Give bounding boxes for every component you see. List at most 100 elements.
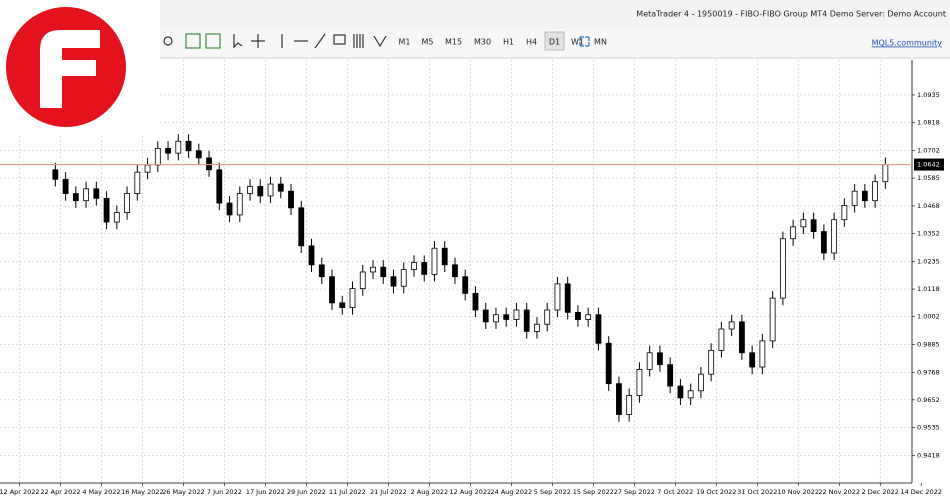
x-tick-label: 22 Apr 2022 [40,488,80,496]
candle-body [308,245,315,266]
y-tick-label: 1.0352 [917,229,940,237]
y-tick-label: 0.9535 [917,424,940,432]
zoom-icon[interactable] [163,36,173,46]
candle-body [564,283,571,313]
y-tick-label: 1.0702 [917,146,940,154]
candle-body [318,264,325,278]
x-tick-label: 16 May 2022 [121,488,163,496]
candle-body [677,385,684,399]
candle-body [380,266,387,278]
candle-body [62,178,69,194]
y-tick-label: 0.9652 [917,396,940,404]
candle-body [544,309,551,325]
y-tick-label: 1.0818 [917,119,940,127]
indicator-icon[interactable] [373,35,387,48]
timeframe-button[interactable]: M15 [445,38,462,47]
candle-body [93,188,100,199]
timeframe-button[interactable]: MN [594,38,607,47]
x-tick-label: 12 Aug 2022 [450,488,492,496]
x-tick-label: 24 Aug 2022 [491,488,533,496]
candle-body [175,140,182,154]
candle-body [769,297,776,342]
candle-body [585,314,592,320]
candle-body [124,193,130,213]
y-tick-label: 1.0468 [917,202,940,210]
x-tick-label: 7 Jun 2022 [207,488,242,496]
timeframe-button[interactable]: M30 [474,38,491,47]
candle-body [421,262,428,275]
timeframe-button[interactable]: D1 [549,38,560,47]
candle-body [298,207,305,247]
candle-body [411,262,417,270]
candle-body [718,328,725,351]
x-tick-label: 15 Sep 2022 [573,488,614,496]
candle-body [216,169,223,204]
bid-label: 1.0642 [917,161,940,169]
candle-body [83,188,89,202]
candle-body [288,190,294,209]
x-tick-label: 29 Jun 2022 [287,488,326,496]
candle-body [554,283,561,311]
x-tick-label: 31 Oct 2022 [737,488,777,496]
candle-body [626,395,633,415]
candle-body [400,269,407,287]
cursor-icon[interactable] [233,34,243,49]
candle-body [861,190,868,202]
x-tick-label: 14 Dec 2022 [900,488,942,496]
text-icon[interactable] [333,34,346,45]
candle-body [370,266,376,273]
mql5-link[interactable]: MQL5.community [872,39,943,48]
candle-body [165,148,171,154]
timeframe-active [544,31,565,51]
timeframe-button[interactable]: M1 [399,38,411,47]
x-tick-label: 10 Nov 2022 [777,488,819,496]
candle-body [728,321,735,330]
candle-body [851,190,858,206]
trendline-icon[interactable] [314,33,326,49]
candle-body [872,181,879,202]
candle-body [359,271,366,290]
candle-body [103,197,110,223]
candle-body [820,231,827,254]
fullscreen-icon[interactable] [579,36,590,47]
bid-label-box [914,158,944,171]
candle-body [759,340,766,368]
candle-body [708,349,715,375]
y-tick-label: 0.9418 [917,451,940,459]
y-tick-label: 1.0585 [917,174,940,182]
candle-body [247,186,253,194]
candle-body [134,171,141,194]
candle-body [267,183,274,197]
candle-body [185,140,192,152]
y-tick-label: 1.0935 [917,91,940,99]
timeframe-button[interactable]: W1 [571,38,584,47]
shift-icon[interactable] [205,33,221,49]
candle-body [462,276,469,294]
timeframe-button[interactable]: H1 [503,38,514,47]
candle-body [749,352,756,368]
x-tick-label: 2 Dec 2022 [862,488,899,496]
candle-body [575,311,581,320]
fibo-icon[interactable] [353,34,364,48]
y-tick-label: 1.0235 [917,257,940,265]
timeframe-button[interactable]: H4 [526,38,537,47]
logo-letter [40,30,100,108]
x-tick-label: 5 Sep 2022 [534,488,571,496]
timeframe-button[interactable]: M5 [422,38,434,47]
candle-body [390,276,397,287]
candle-body [513,309,520,320]
x-tick-label: 26 May 2022 [162,488,204,496]
candle-body [236,193,243,216]
crosshair-icon[interactable] [251,34,265,48]
candle-body [329,276,335,304]
x-tick-label: 27 Sep 2022 [614,488,655,496]
candle-body [800,219,807,228]
candle-body [144,164,151,173]
candle-body [523,309,530,332]
candle-body [790,226,797,240]
x-tick-label: 19 Oct 2022 [696,488,736,496]
x-tick-label: 11 Jul 2022 [329,488,366,496]
candle-body [667,364,674,387]
candle-body [349,288,356,309]
autoscroll-icon[interactable] [185,33,201,49]
